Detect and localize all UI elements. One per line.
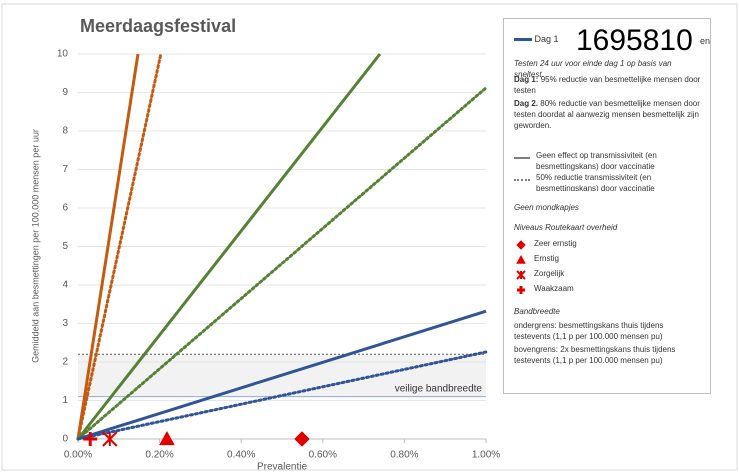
legend-text: Ernstig <box>534 254 559 264</box>
y-tick-label: 2 <box>62 357 68 368</box>
x-tick-label: 1.00% <box>472 450 500 461</box>
legend-text: Dag 1 <box>534 34 559 44</box>
marker <box>516 269 526 280</box>
y-tick-label: 7 <box>62 164 68 175</box>
marker-legend: Zeer ernstig Ernstig Zorgelijk Waakzaam <box>514 237 702 297</box>
legend-text: Zorgelijk <box>534 269 565 279</box>
legend-swatch <box>516 269 526 280</box>
y-tick-label: 10 <box>57 49 69 60</box>
overlay-number: 1695810 <box>576 24 693 57</box>
x-tick-label: 0.40% <box>227 450 255 461</box>
marker <box>83 432 98 446</box>
legend-text: Zeer ernstig <box>534 239 577 249</box>
legend-swatch <box>514 157 530 159</box>
series-line <box>76 52 163 441</box>
series-line <box>77 309 487 441</box>
series-line <box>76 53 382 440</box>
legend-text: Geen mondkapjes <box>514 203 579 212</box>
legend-text: Niveaus Routekaart overheid <box>514 223 618 232</box>
legend-text: bovengrens: 2x besmettingskans thuis tij… <box>514 345 676 365</box>
y-tick-label: 1 <box>62 395 68 406</box>
legend-row: Geen effect op transmissiviteit (en besm… <box>514 151 702 173</box>
marker <box>294 431 310 447</box>
marker <box>102 431 118 447</box>
legend-swatch <box>514 38 532 42</box>
chart-title: Meerdaagsfestival <box>80 16 236 36</box>
legend-text: 80% reductie van besmettelijke mensen do… <box>514 99 700 130</box>
legend-text: Bandbreedte <box>514 307 702 318</box>
series-line <box>76 350 488 441</box>
y-tick-label: 9 <box>62 87 68 98</box>
y-tick-label: 0 <box>62 434 68 445</box>
y-tick-label: 5 <box>62 241 68 252</box>
legend-text: Niveaus Routekaart overheid <box>514 223 702 234</box>
legend-row: Dag 1: 95% reductie van besmettelijke me… <box>514 75 702 97</box>
legend-text: Geen mondkapjes <box>514 203 702 214</box>
y-tick-label: 3 <box>62 318 68 329</box>
legend-text: Dag 2. <box>514 99 539 108</box>
legend-row: Dag 2. 80% reductie van besmettelijke me… <box>514 99 702 131</box>
chart-frame <box>1 3 738 471</box>
series-line <box>76 86 488 441</box>
marker <box>517 285 525 294</box>
x-tick-label: 0.20% <box>145 450 173 461</box>
legend-text: Testen 24 uur voor einde dag 1 op basis … <box>514 59 672 79</box>
y-tick-label: 8 <box>62 126 68 137</box>
legend-text: en <box>700 36 711 46</box>
x-tick-label: 0.80% <box>390 450 418 461</box>
legend-text: ondergrens: besmettingskans thuis tijden… <box>514 321 664 341</box>
marker <box>516 254 526 264</box>
legend-text: Geen effect op transmissiviteit (en besm… <box>536 151 657 171</box>
legend-row: 50% reductie transmissiviteit (en besmet… <box>514 173 702 191</box>
legend-row: Dag 1 <box>514 33 702 45</box>
legend-row: Ernstig <box>514 252 702 267</box>
legend-swatch <box>516 239 526 250</box>
legend-row: Zeer ernstig <box>514 237 702 252</box>
legend: Dag 1 1695810 en Testen 24 uur voor eind… <box>503 18 711 394</box>
x-tick-label: 0.60% <box>309 450 337 461</box>
legend-row: Zorgelijk <box>514 267 702 282</box>
y-axis-label: Gemiddeld aan besmettingen per 100.000 m… <box>30 129 40 363</box>
y-tick-label: 4 <box>62 280 68 291</box>
series-line <box>76 53 140 440</box>
legend-row: Waakzaam <box>514 282 702 297</box>
marker <box>516 239 526 250</box>
x-axis-label: Prevalentie <box>257 462 307 473</box>
legend-text: Waakzaam <box>534 284 574 294</box>
legend-swatch <box>516 254 526 264</box>
legend-text: Bandbreedte <box>514 307 560 316</box>
legend-swatch <box>517 285 525 294</box>
legend-text: Dag 1: <box>514 75 539 84</box>
marker <box>159 430 175 446</box>
legend-text: 95% reductie van besmettelijke mensen do… <box>514 75 701 95</box>
legend-text: 50% reductie transmissiviteit (en besmet… <box>536 173 655 191</box>
legend-swatch <box>514 179 530 181</box>
legend-text: Testen 24 uur voor einde dag 1 op basis … <box>514 59 702 81</box>
y-tick-label: 6 <box>62 203 68 214</box>
x-tick-label: 0.00% <box>64 450 92 461</box>
band-label: veilige bandbreedte <box>395 383 483 394</box>
